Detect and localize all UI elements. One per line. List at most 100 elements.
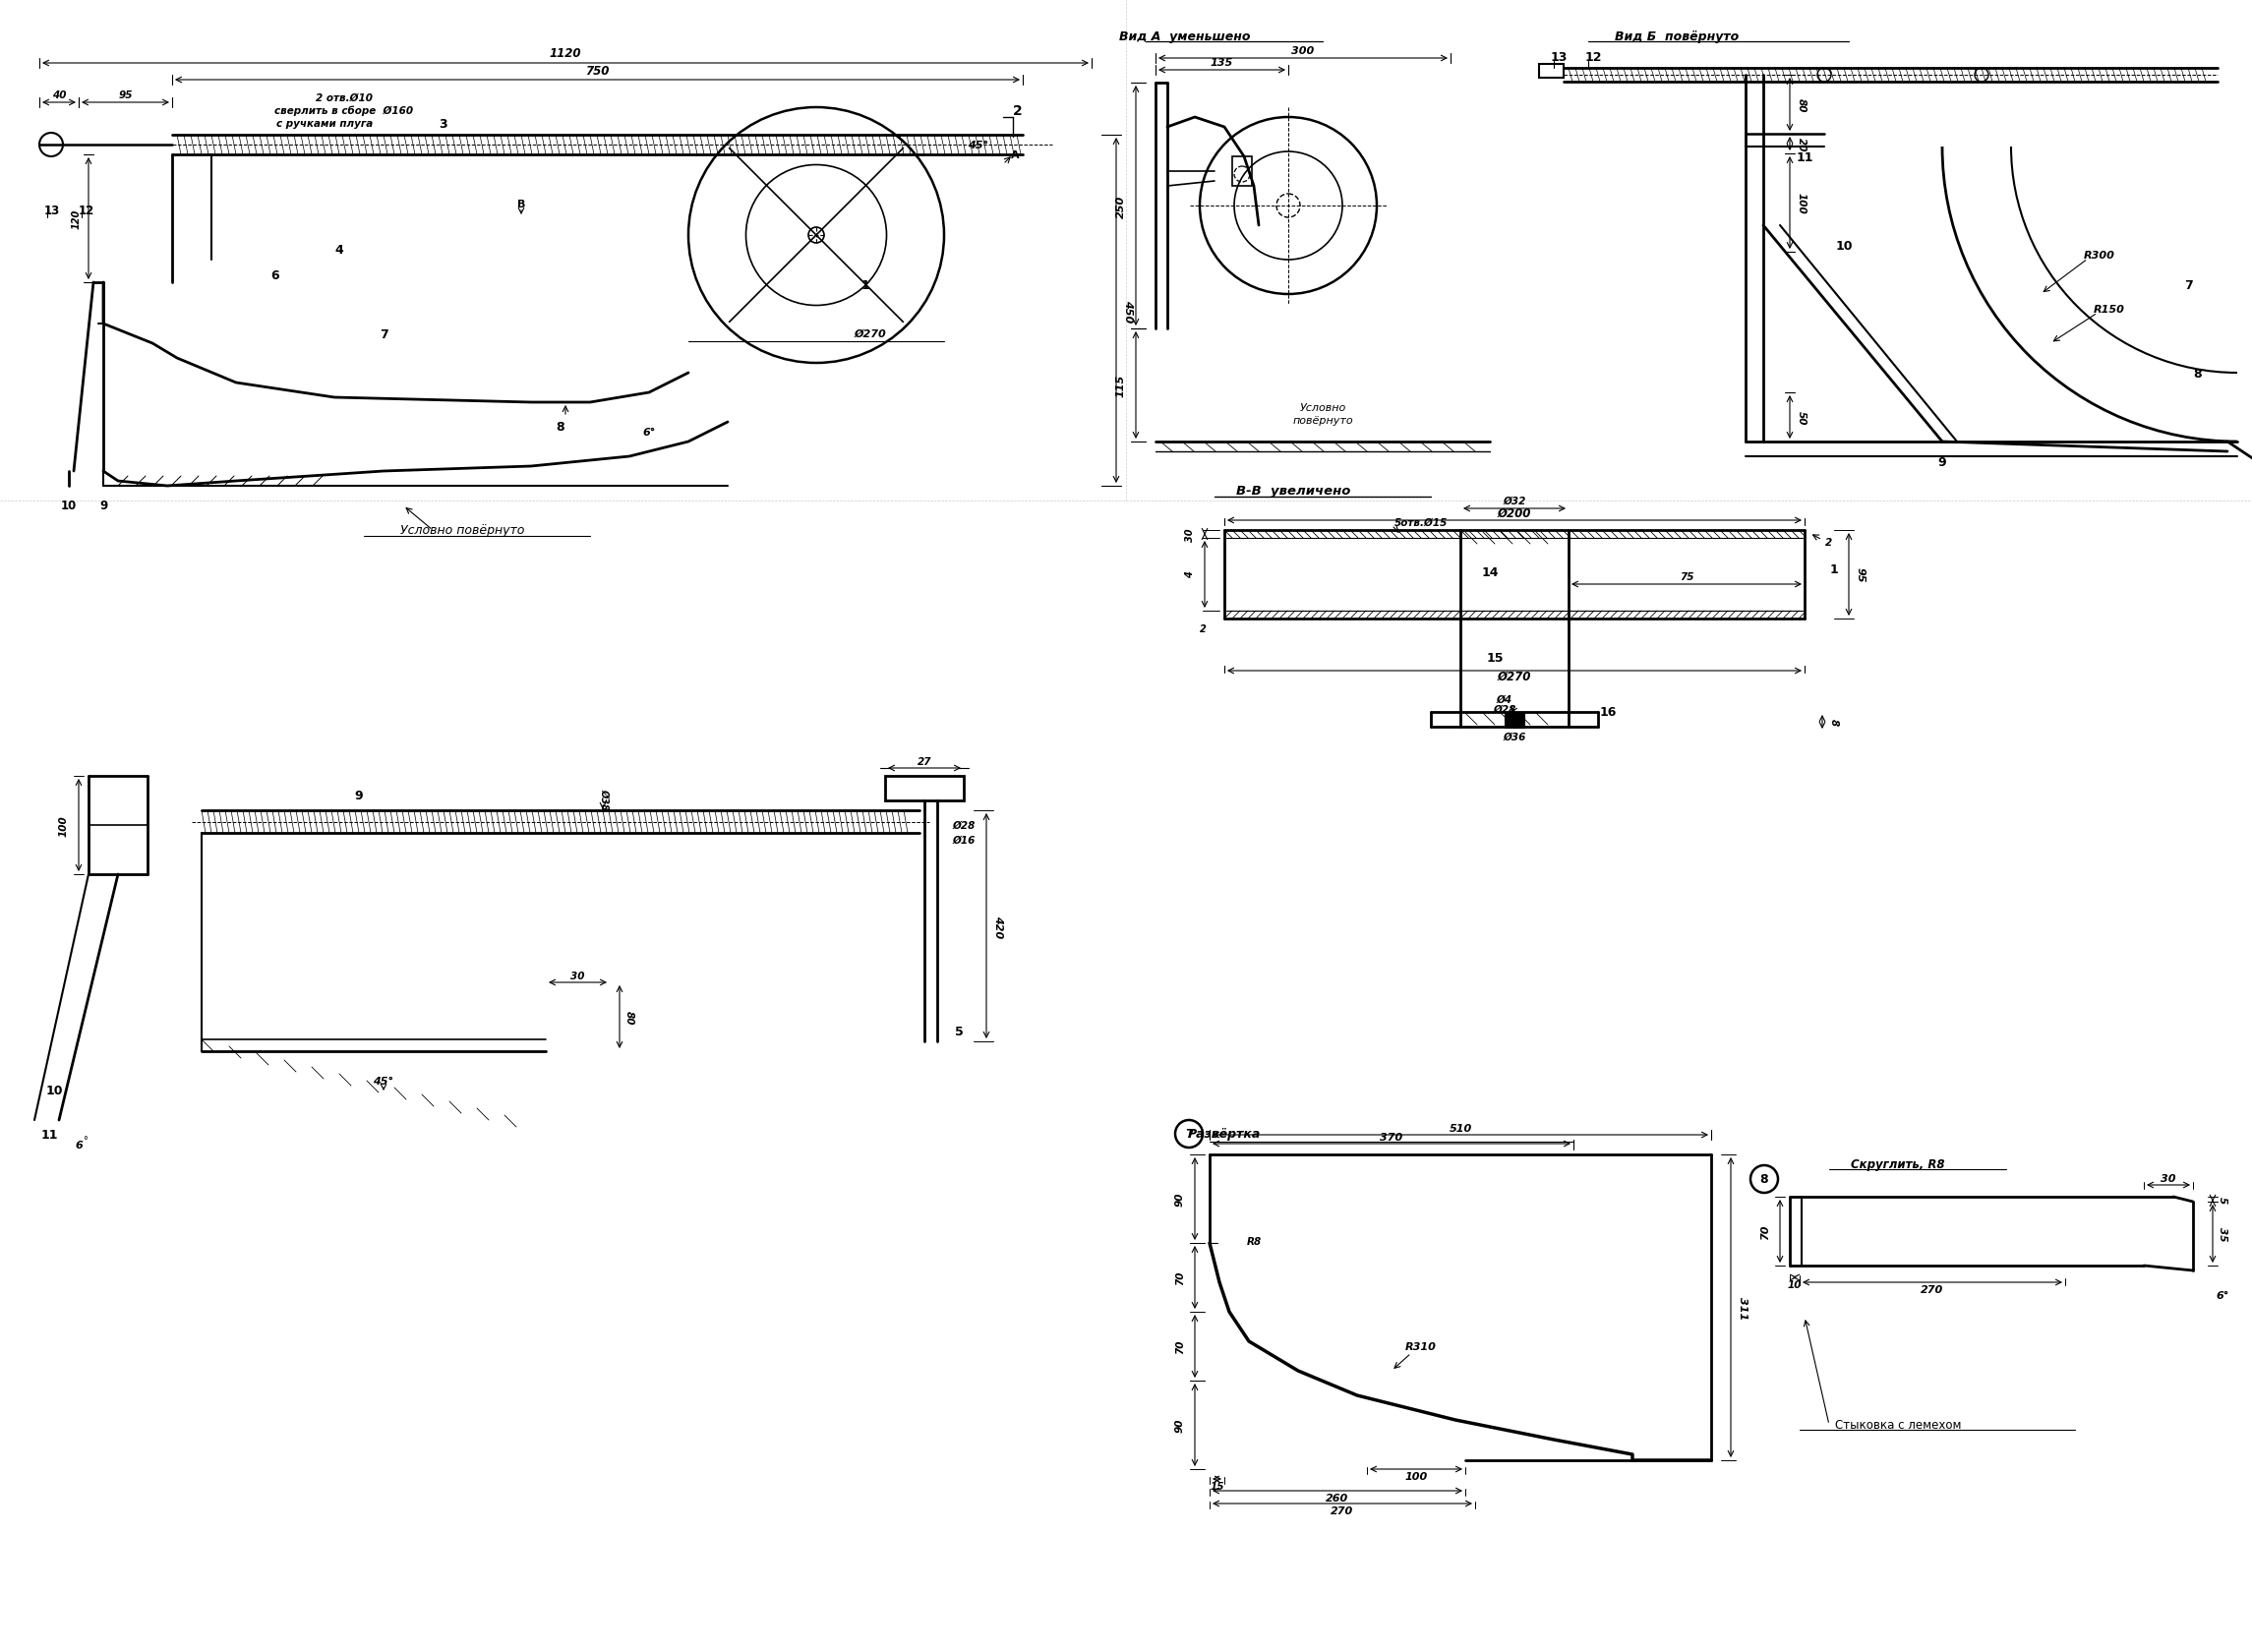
Text: 20: 20 <box>1797 137 1806 152</box>
Text: повёрнуто: повёрнуто <box>1293 416 1353 426</box>
Text: с ручками плуга: с ручками плуга <box>277 119 374 129</box>
Text: R300: R300 <box>2083 251 2115 261</box>
Text: 115: 115 <box>1117 375 1126 396</box>
Text: 9: 9 <box>99 499 108 512</box>
Text: 15: 15 <box>1486 653 1504 664</box>
Text: 300: 300 <box>1293 46 1315 56</box>
Text: Ø270: Ø270 <box>854 329 887 339</box>
Text: 1120: 1120 <box>549 48 581 61</box>
Text: 95: 95 <box>1856 567 1865 583</box>
Text: 2: 2 <box>1200 624 1207 634</box>
Text: Ø200: Ø200 <box>1498 507 1531 519</box>
Text: 100: 100 <box>1405 1472 1428 1480</box>
Text: 3: 3 <box>439 117 446 131</box>
Text: 7: 7 <box>2184 279 2193 291</box>
Text: 370: 370 <box>1380 1132 1403 1142</box>
Text: 30: 30 <box>570 971 586 981</box>
Text: 11: 11 <box>1795 150 1813 164</box>
Text: Вид Б  повёрнуто: Вид Б повёрнуто <box>1615 31 1739 43</box>
Text: A: A <box>1011 150 1020 160</box>
Text: 90: 90 <box>1176 1417 1185 1432</box>
Text: 311: 311 <box>1739 1297 1748 1318</box>
Text: 13: 13 <box>1549 51 1567 63</box>
Text: 1: 1 <box>860 279 869 291</box>
Text: Условно повёрнуто: Условно повёрнуто <box>401 524 525 537</box>
Text: Ø32: Ø32 <box>1502 496 1527 506</box>
Text: 9: 9 <box>1939 456 1946 468</box>
Text: 70: 70 <box>1176 1270 1185 1285</box>
Text: 5отв.Ø15: 5отв.Ø15 <box>1394 519 1448 527</box>
Bar <box>1504 712 1525 729</box>
Text: Ø38: Ø38 <box>599 788 610 809</box>
Text: R310: R310 <box>1405 1341 1437 1351</box>
Text: 4: 4 <box>336 244 345 258</box>
Text: 260: 260 <box>1326 1493 1349 1503</box>
Text: 14: 14 <box>1482 567 1498 580</box>
Text: 510: 510 <box>1448 1123 1473 1133</box>
Text: 270: 270 <box>1331 1505 1353 1515</box>
Text: 5: 5 <box>955 1026 964 1037</box>
Text: 45°: 45° <box>968 140 989 150</box>
Text: Ø28: Ø28 <box>1493 705 1516 714</box>
Text: 135: 135 <box>1212 58 1234 68</box>
Text: Развёртка: Развёртка <box>1187 1128 1261 1140</box>
Text: 8: 8 <box>2193 367 2202 380</box>
Text: Ø270: Ø270 <box>1498 669 1531 682</box>
Text: 50: 50 <box>1797 411 1806 425</box>
Text: Вид А  уменьшено: Вид А уменьшено <box>1119 31 1250 43</box>
Text: 6: 6 <box>74 1140 83 1150</box>
Text: 11: 11 <box>41 1128 59 1142</box>
Text: В-В  увеличено: В-В увеличено <box>1236 486 1351 497</box>
Text: 12: 12 <box>1585 51 1601 63</box>
Text: 16: 16 <box>1599 705 1617 719</box>
Text: 450: 450 <box>1124 299 1133 322</box>
Text: 95: 95 <box>119 91 133 101</box>
Bar <box>1232 157 1252 187</box>
Text: °: ° <box>83 1135 88 1145</box>
Text: Скруглить, R8: Скруглить, R8 <box>1851 1158 1946 1171</box>
Text: 40: 40 <box>52 91 65 101</box>
Text: Стыковка с лемехом: Стыковка с лемехом <box>1835 1419 1961 1431</box>
Text: 250: 250 <box>1117 195 1126 218</box>
Text: 13: 13 <box>45 205 61 218</box>
Text: R150: R150 <box>2094 304 2126 314</box>
Text: 27: 27 <box>917 757 932 767</box>
Text: Ø4: Ø4 <box>1498 695 1513 705</box>
Text: Ø28: Ø28 <box>953 821 975 831</box>
Text: Условно: Условно <box>1299 403 1347 413</box>
Text: 750: 750 <box>586 64 610 78</box>
Text: 4: 4 <box>1185 572 1196 578</box>
Text: 75: 75 <box>1680 572 1694 582</box>
Text: 7: 7 <box>1185 1128 1194 1140</box>
Text: 70: 70 <box>1176 1340 1185 1353</box>
Text: 80: 80 <box>624 1009 635 1024</box>
Text: 120: 120 <box>72 210 81 230</box>
Text: 6°: 6° <box>2216 1290 2229 1300</box>
Text: 12: 12 <box>79 205 95 218</box>
Text: Ø36: Ø36 <box>1502 732 1527 742</box>
Text: 10: 10 <box>1788 1280 1802 1289</box>
Text: 15: 15 <box>1209 1480 1225 1490</box>
Bar <box>1538 64 1563 79</box>
Text: 35: 35 <box>2218 1227 2227 1241</box>
Text: 30: 30 <box>2160 1173 2175 1183</box>
Text: 6: 6 <box>270 269 279 281</box>
Bar <box>885 776 964 801</box>
Text: 90: 90 <box>1176 1191 1185 1206</box>
Text: B: B <box>518 200 525 210</box>
Text: 2: 2 <box>1013 104 1022 117</box>
Text: 8: 8 <box>1829 719 1840 725</box>
Text: 5: 5 <box>2218 1196 2227 1203</box>
Text: 100: 100 <box>1797 193 1806 215</box>
Text: 70: 70 <box>1761 1224 1770 1239</box>
Text: 8: 8 <box>556 421 565 434</box>
Text: 8: 8 <box>1761 1173 1768 1186</box>
Text: 1: 1 <box>1831 563 1838 577</box>
Text: 2 отв.Ø10: 2 отв.Ø10 <box>315 94 374 102</box>
Text: Ø16: Ø16 <box>953 836 975 846</box>
Text: 420: 420 <box>993 915 1002 938</box>
Text: 45°: 45° <box>374 1075 394 1085</box>
Text: 10: 10 <box>1835 240 1853 253</box>
Text: 30: 30 <box>1185 529 1196 542</box>
Text: 6°: 6° <box>642 428 655 438</box>
